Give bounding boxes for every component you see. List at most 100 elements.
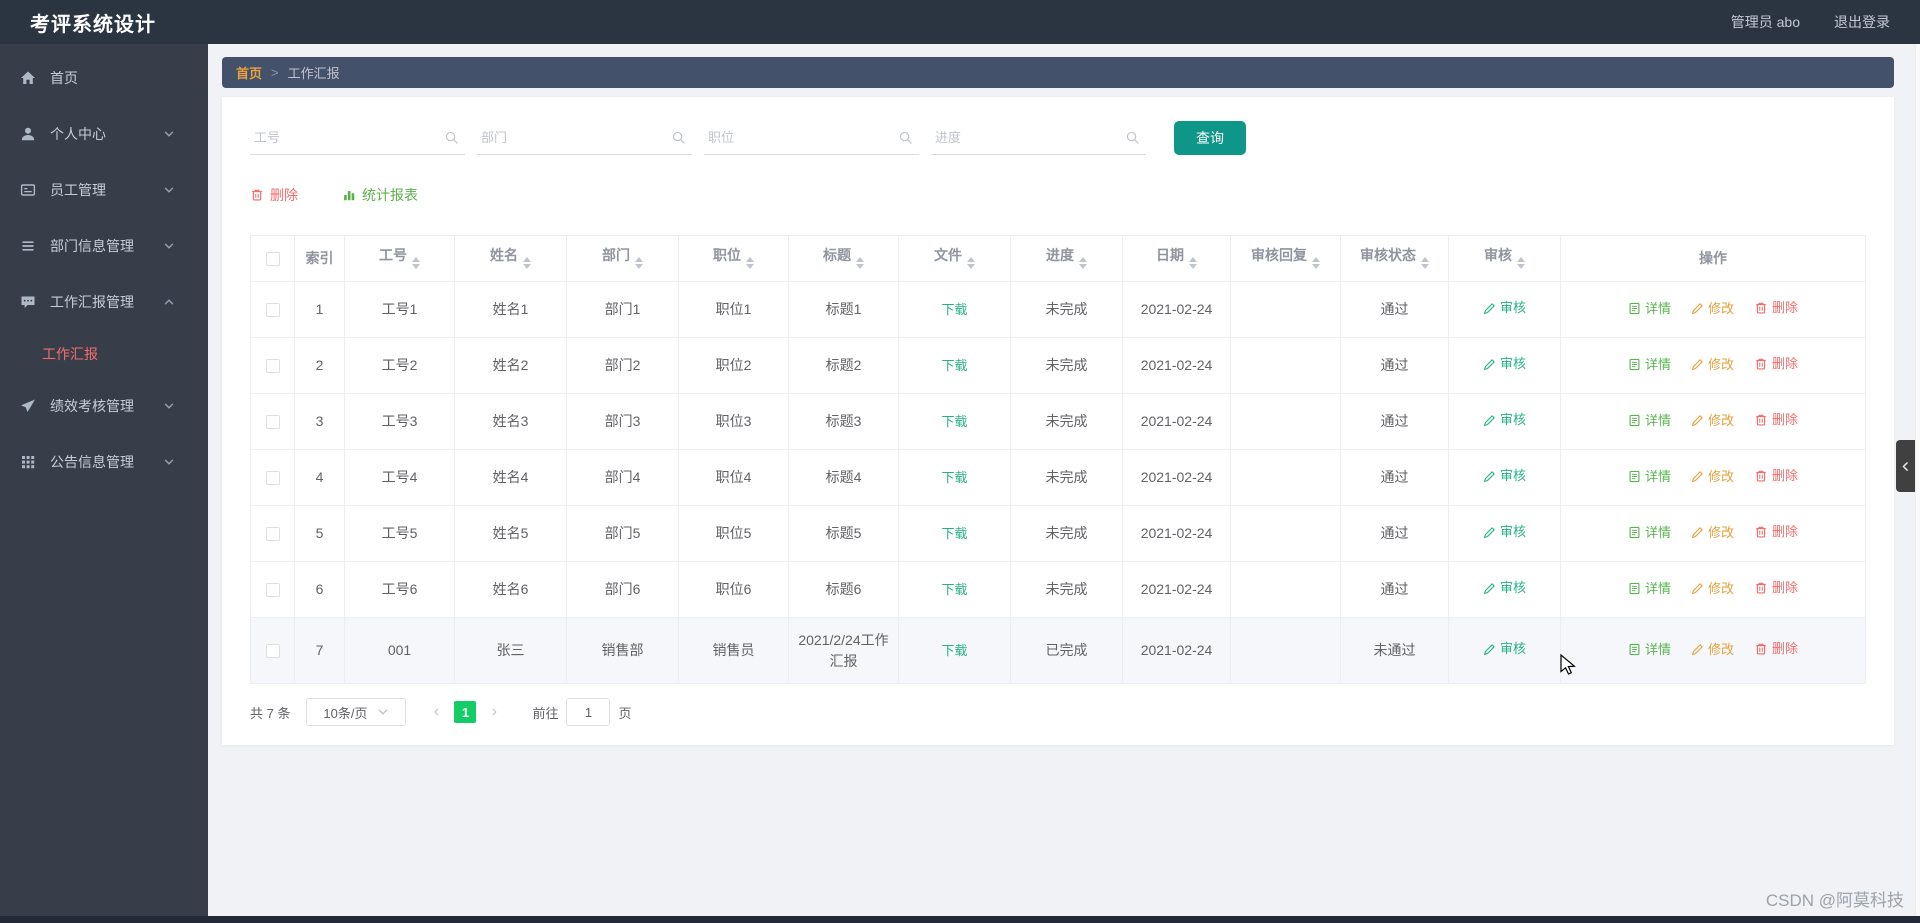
delete-button[interactable]: 删除 bbox=[250, 185, 298, 205]
sort-caret-icon[interactable] bbox=[746, 253, 754, 273]
edit-link[interactable]: 修改 bbox=[1691, 467, 1734, 487]
sort-caret-icon[interactable] bbox=[1189, 253, 1197, 273]
query-button[interactable]: 查询 bbox=[1174, 121, 1246, 155]
sort-caret-icon[interactable] bbox=[1312, 253, 1320, 273]
trash-icon bbox=[1754, 301, 1768, 315]
sidebar-item-performance[interactable]: 绩效考核管理 bbox=[0, 378, 208, 434]
search-input-department[interactable] bbox=[477, 129, 671, 146]
cell-file: 下载 bbox=[898, 561, 1011, 618]
review-link[interactable]: 审核 bbox=[1483, 466, 1526, 486]
drawer-toggle[interactable] bbox=[1896, 440, 1915, 492]
row-delete-link[interactable]: 删除 bbox=[1754, 522, 1798, 542]
detail-link[interactable]: 详情 bbox=[1628, 355, 1671, 375]
sort-caret-icon[interactable] bbox=[1421, 253, 1429, 273]
column-header-review[interactable]: 审核 bbox=[1448, 235, 1561, 282]
trash-icon bbox=[1754, 469, 1768, 483]
cell-review: 审核 bbox=[1448, 617, 1561, 684]
column-header-review_status[interactable]: 审核状态 bbox=[1340, 235, 1449, 282]
download-link[interactable]: 下载 bbox=[941, 470, 968, 485]
detail-link[interactable]: 详情 bbox=[1628, 299, 1671, 319]
download-link[interactable]: 下载 bbox=[941, 302, 968, 317]
sidebar-subitem-work-report-item[interactable]: 工作汇报 bbox=[42, 346, 98, 362]
sort-caret-icon[interactable] bbox=[523, 253, 531, 273]
statistics-report-button[interactable]: 统计报表 bbox=[342, 185, 418, 205]
pencil-icon bbox=[1483, 302, 1496, 315]
sort-caret-icon[interactable] bbox=[856, 253, 864, 273]
review-link[interactable]: 审核 bbox=[1483, 639, 1526, 659]
download-link[interactable]: 下载 bbox=[941, 414, 968, 429]
sidebar-item-department[interactable]: 部门信息管理 bbox=[0, 218, 208, 274]
current-user-label[interactable]: 管理员 abo bbox=[1730, 14, 1800, 30]
download-link[interactable]: 下载 bbox=[941, 526, 968, 541]
column-header-department[interactable]: 部门 bbox=[566, 235, 679, 282]
sidebar-item-home[interactable]: 首页 bbox=[0, 50, 208, 106]
review-link[interactable]: 审核 bbox=[1483, 578, 1526, 598]
page-number-active[interactable]: 1 bbox=[454, 701, 477, 723]
select-all-header[interactable] bbox=[250, 235, 295, 282]
row-checkbox[interactable] bbox=[265, 415, 280, 430]
goto-page-input[interactable] bbox=[566, 698, 611, 726]
column-header-name[interactable]: 姓名 bbox=[454, 235, 567, 282]
sidebar-item-notice[interactable]: 公告信息管理 bbox=[0, 434, 208, 490]
scrollbar-track[interactable] bbox=[1915, 44, 1920, 916]
download-link[interactable]: 下载 bbox=[941, 358, 968, 373]
edit-link[interactable]: 修改 bbox=[1691, 640, 1734, 660]
row-checkbox[interactable] bbox=[265, 471, 280, 486]
row-delete-link[interactable]: 删除 bbox=[1754, 578, 1798, 598]
column-header-title[interactable]: 标题 bbox=[788, 235, 899, 282]
search-icon bbox=[1125, 130, 1140, 145]
search-icon bbox=[444, 130, 459, 145]
column-header-date[interactable]: 日期 bbox=[1122, 235, 1231, 282]
row-checkbox[interactable] bbox=[265, 527, 280, 542]
select-all-checkbox[interactable] bbox=[265, 252, 280, 267]
sort-caret-icon[interactable] bbox=[1079, 253, 1087, 273]
row-delete-link[interactable]: 删除 bbox=[1754, 466, 1798, 486]
edit-link[interactable]: 修改 bbox=[1691, 299, 1734, 319]
row-checkbox[interactable] bbox=[265, 583, 280, 598]
sidebar-item-profile[interactable]: 个人中心 bbox=[0, 106, 208, 162]
row-delete-link[interactable]: 删除 bbox=[1754, 354, 1798, 374]
sort-caret-icon[interactable] bbox=[967, 253, 975, 273]
row-delete-link[interactable]: 删除 bbox=[1754, 410, 1798, 430]
detail-link[interactable]: 详情 bbox=[1628, 640, 1671, 660]
search-input-position[interactable] bbox=[704, 129, 898, 146]
detail-link[interactable]: 详情 bbox=[1628, 523, 1671, 543]
logout-link[interactable]: 退出登录 bbox=[1834, 14, 1890, 30]
search-input-employee-id[interactable] bbox=[250, 129, 444, 146]
edit-link[interactable]: 修改 bbox=[1691, 523, 1734, 543]
row-delete-link[interactable]: 删除 bbox=[1754, 639, 1798, 659]
row-checkbox[interactable] bbox=[265, 303, 280, 318]
column-header-position[interactable]: 职位 bbox=[678, 235, 789, 282]
column-header-review_reply[interactable]: 审核回复 bbox=[1230, 235, 1341, 282]
sort-caret-icon[interactable] bbox=[412, 253, 420, 273]
review-link[interactable]: 审核 bbox=[1483, 410, 1526, 430]
download-link[interactable]: 下载 bbox=[941, 582, 968, 597]
prev-page-button[interactable]: ‹ bbox=[424, 703, 448, 721]
column-header-progress[interactable]: 进度 bbox=[1010, 235, 1123, 282]
row-delete-link[interactable]: 删除 bbox=[1754, 298, 1798, 318]
review-link[interactable]: 审核 bbox=[1483, 354, 1526, 374]
next-page-button[interactable]: › bbox=[482, 703, 506, 721]
page-size-value: 10条/页 bbox=[323, 705, 368, 721]
column-header-employee_id[interactable]: 工号 bbox=[344, 235, 455, 282]
edit-link[interactable]: 修改 bbox=[1691, 411, 1734, 431]
search-input-progress[interactable] bbox=[931, 129, 1125, 146]
sidebar-item-work-report[interactable]: 工作汇报管理 bbox=[0, 274, 208, 330]
review-link[interactable]: 审核 bbox=[1483, 522, 1526, 542]
column-header-file[interactable]: 文件 bbox=[898, 235, 1011, 282]
cell-employee-id: 001 bbox=[344, 617, 455, 684]
edit-link[interactable]: 修改 bbox=[1691, 355, 1734, 375]
page-size-select[interactable]: 10条/页 bbox=[306, 698, 407, 726]
detail-link[interactable]: 详情 bbox=[1628, 467, 1671, 487]
breadcrumb-home-link[interactable]: 首页 bbox=[236, 66, 263, 81]
sidebar-item-employee[interactable]: 员工管理 bbox=[0, 162, 208, 218]
edit-link[interactable]: 修改 bbox=[1691, 579, 1734, 599]
detail-link[interactable]: 详情 bbox=[1628, 579, 1671, 599]
review-link[interactable]: 审核 bbox=[1483, 298, 1526, 318]
detail-link[interactable]: 详情 bbox=[1628, 411, 1671, 431]
row-checkbox[interactable] bbox=[265, 359, 280, 374]
sort-caret-icon[interactable] bbox=[635, 253, 643, 273]
row-checkbox[interactable] bbox=[265, 644, 280, 659]
sort-caret-icon[interactable] bbox=[1517, 253, 1525, 273]
download-link[interactable]: 下载 bbox=[941, 643, 968, 658]
